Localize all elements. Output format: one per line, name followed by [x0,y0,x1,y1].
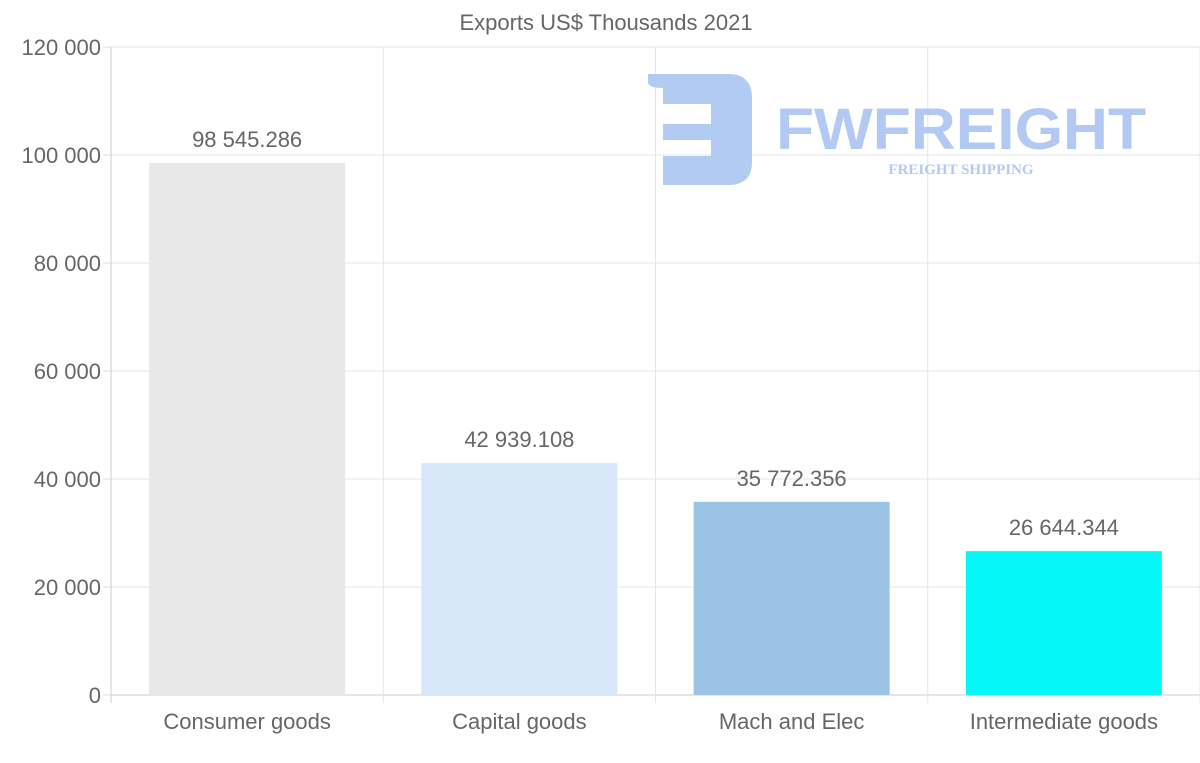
data-label: 98 545.286 [192,127,302,152]
x-axis: Consumer goods Capital goods Mach and Elec… [163,709,1158,734]
watermark-brand: FWFREIGHT [776,97,1146,162]
bar [421,463,618,695]
bar [965,551,1162,695]
y-tick-label: 60 000 [34,359,101,384]
bar [693,501,890,695]
watermark-logo: FWFREIGHT FREIGHT SHIPPING [648,74,1146,185]
chart-title: Exports US$ Thousands 2021 [459,10,752,35]
watermark-tagline: FREIGHT SHIPPING [888,162,1033,178]
logo-mark-icon [648,74,752,185]
data-labels: 98 545.286 42 939.108 35 772.356 26 644.344 [192,127,1119,540]
y-tick-label: 120 000 [21,35,101,60]
x-tick-label: Consumer goods [163,709,331,734]
bar [149,162,346,695]
data-label: 42 939.108 [464,427,574,452]
y-axis: 0 20 000 40 000 60 000 80 000 100 000 120 000 [21,35,111,708]
data-label: 26 644.344 [1009,515,1119,540]
x-tick-label: Intermediate goods [970,709,1158,734]
bars [149,162,1162,695]
x-tick-label: Mach and Elec [719,709,865,734]
y-tick-label: 80 000 [34,251,101,276]
y-tick-label: 0 [89,683,101,708]
y-tick-label: 100 000 [21,143,101,168]
data-label: 35 772.356 [737,466,847,491]
y-tick-label: 40 000 [34,467,101,492]
y-tick-label: 20 000 [34,575,101,600]
x-tick-label: Capital goods [452,709,587,734]
